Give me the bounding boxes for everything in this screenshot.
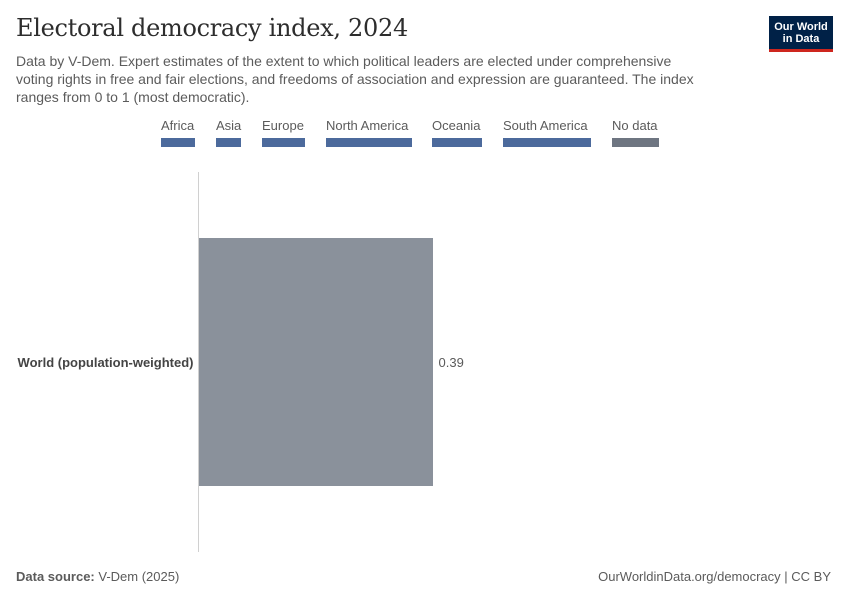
legend-label: Oceania xyxy=(432,118,481,133)
legend-swatch xyxy=(262,138,305,147)
credit-link[interactable]: OurWorldinData.org/democracy | CC BY xyxy=(598,569,831,584)
data-source-value[interactable]: V-Dem (2025) xyxy=(98,569,180,584)
logo-text-line: in Data xyxy=(782,33,820,45)
legend-label: Africa xyxy=(161,118,195,133)
legend-label: Asia xyxy=(216,118,242,133)
legend-item[interactable]: North America xyxy=(326,118,412,147)
legend-swatch xyxy=(161,138,195,147)
subtitle-line: Data by V-Dem. Expert estimates of the e… xyxy=(16,53,672,69)
data-source: Data source: V-Dem (2025) xyxy=(16,569,179,584)
legend-item[interactable]: Europe xyxy=(262,118,305,147)
category-label: World (population-weighted) xyxy=(18,355,194,370)
subtitle-line: voting rights in free and fair elections… xyxy=(16,71,694,87)
legend-item[interactable]: Oceania xyxy=(432,118,482,147)
legend-label: South America xyxy=(503,118,588,133)
chart-subtitle: Data by V-Dem. Expert estimates of the e… xyxy=(16,52,736,106)
legend-swatch xyxy=(432,138,482,147)
legend-swatch xyxy=(216,138,241,147)
legend-item[interactable]: South America xyxy=(503,118,591,147)
legend-swatch xyxy=(612,138,659,147)
legend-item[interactable]: Africa xyxy=(161,118,195,147)
legend-swatch xyxy=(326,138,412,147)
data-source-label: Data source: xyxy=(16,569,95,584)
legend-item[interactable]: Asia xyxy=(216,118,241,147)
bar-chart: World (population-weighted) 0.39 xyxy=(18,172,464,552)
legend: Africa Asia Europe North America Oceania Sout… xyxy=(0,118,850,150)
legend-label: No data xyxy=(612,118,658,133)
chart-title: Electoral democracy index, 2024 xyxy=(16,14,408,42)
legend-label: North America xyxy=(326,118,409,133)
legend-label: Europe xyxy=(262,118,304,133)
owid-logo[interactable]: Our World in Data xyxy=(769,16,833,52)
value-label: 0.39 xyxy=(439,355,464,370)
legend-item[interactable]: No data xyxy=(612,118,659,147)
subtitle-line: ranges from 0 to 1 (most democratic). xyxy=(16,89,250,105)
legend-swatch xyxy=(503,138,591,147)
logo-text-line: Our World xyxy=(774,21,828,33)
bar[interactable] xyxy=(199,238,433,486)
